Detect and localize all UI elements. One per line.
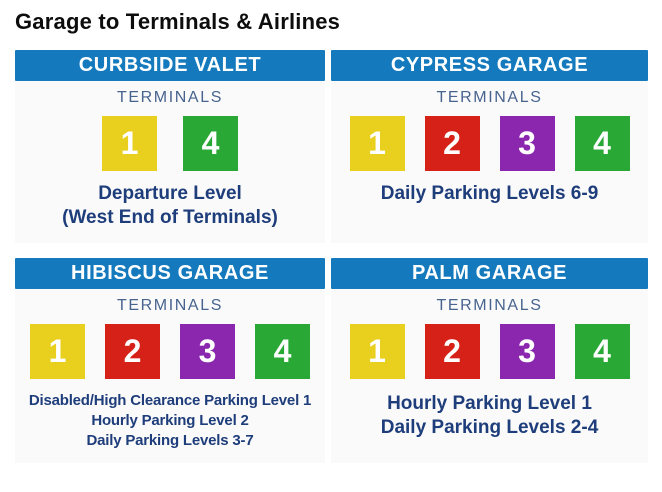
- panel-header-cypress-garage: CYPRESS GARAGE: [331, 50, 648, 81]
- terminal-1-badge: 1: [30, 324, 85, 379]
- terminal-squares: 1 2 3 4: [349, 324, 630, 379]
- terminal-3-badge: 3: [499, 324, 555, 379]
- description-line: Departure Level: [98, 183, 242, 204]
- terminal-4-badge: 4: [255, 324, 310, 379]
- panel-hibiscus-garage: HIBISCUS GARAGE TERMINALS 1 2 3 4 Disabl…: [15, 258, 325, 463]
- description-line: (West End of Terminals): [62, 207, 278, 228]
- panel-description: Disabled/High Clearance Parking Level 1 …: [28, 391, 312, 451]
- panel-description: Departure Level (West End of Terminals): [62, 182, 278, 230]
- terminal-4-badge: 4: [574, 116, 630, 171]
- terminals-label: TERMINALS: [436, 89, 543, 106]
- terminal-squares: 1 2 3 4: [349, 116, 630, 171]
- terminals-label: TERMINALS: [436, 297, 543, 314]
- panel-description: Daily Parking Levels 6-9: [381, 182, 599, 206]
- description-line: Daily Parking Levels 3-7: [86, 432, 254, 449]
- garage-panels-grid: CURBSIDE VALET TERMINALS 1 4 Departure L…: [15, 50, 648, 463]
- terminal-4-badge: 4: [574, 324, 630, 379]
- terminal-4-badge: 4: [183, 116, 238, 171]
- panel-curbside-valet: CURBSIDE VALET TERMINALS 1 4 Departure L…: [15, 50, 325, 243]
- terminal-squares: 1 4: [102, 116, 238, 171]
- terminal-3-badge: 3: [499, 116, 555, 171]
- description-line: Disabled/High Clearance Parking Level 1: [28, 392, 312, 409]
- description-line: Hourly Parking Level 1: [387, 393, 592, 414]
- terminals-label: TERMINALS: [117, 89, 223, 106]
- panel-palm-garage: PALM GARAGE TERMINALS 1 2 3 4 Hourly Par…: [331, 258, 648, 463]
- terminal-2-badge: 2: [424, 324, 480, 379]
- terminal-2-badge: 2: [105, 324, 160, 379]
- terminal-1-badge: 1: [349, 324, 405, 379]
- panel-header-hibiscus-garage: HIBISCUS GARAGE: [15, 258, 325, 289]
- description-line: Hourly Parking Level 2: [91, 412, 249, 429]
- terminal-squares: 1 2 3 4: [30, 324, 310, 379]
- terminal-2-badge: 2: [424, 116, 480, 171]
- panel-description: Hourly Parking Level 1 Daily Parking Lev…: [381, 392, 599, 440]
- terminal-1-badge: 1: [102, 116, 157, 171]
- description-line: Daily Parking Levels 2-4: [380, 417, 599, 438]
- terminal-1-badge: 1: [349, 116, 405, 171]
- terminal-3-badge: 3: [180, 324, 235, 379]
- panel-header-curbside-valet: CURBSIDE VALET: [15, 50, 325, 81]
- terminals-label: TERMINALS: [117, 297, 223, 314]
- page-title: Garage to Terminals & Airlines: [15, 9, 341, 34]
- description-line: Daily Parking Levels 6-9: [380, 183, 599, 204]
- panel-header-palm-garage: PALM GARAGE: [331, 258, 648, 289]
- panel-cypress-garage: CYPRESS GARAGE TERMINALS 1 2 3 4 Daily P…: [331, 50, 648, 243]
